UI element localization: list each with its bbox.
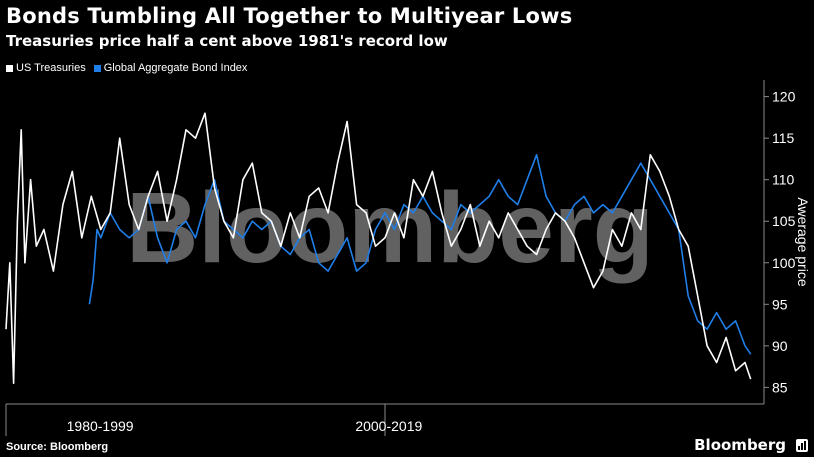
legend-label-global: Global Aggregate Bond Index <box>103 62 248 74</box>
watermark: Bloomberg <box>126 172 654 284</box>
y-tick-label: 105 <box>772 213 796 229</box>
legend-swatch-global <box>93 64 101 72</box>
y-axis-label: Awerage price <box>795 197 811 286</box>
tick-layer: 85 90 95 100 105 110 115 120 1980-1999 2000-2019 <box>5 89 796 436</box>
legend: US Treasuries Global Aggregate Bond Inde… <box>6 62 247 74</box>
legend-item-global: Global Aggregate Bond Index <box>93 62 248 74</box>
chart-subtitle: Treasuries price half a cent above 1981'… <box>6 32 448 50</box>
series-layer <box>5 112 752 385</box>
brand-logo: Bloomberg <box>694 436 786 454</box>
y-tick-label: 115 <box>772 130 795 146</box>
legend-swatch-treasuries <box>6 64 13 72</box>
series-line-global-aggregate <box>88 154 752 355</box>
x-category-label: 2000-2019 <box>355 418 422 434</box>
legend-label-treasuries: US Treasuries <box>16 62 86 74</box>
y-tick-label: 110 <box>772 172 795 188</box>
y-tick-label: 120 <box>772 89 796 105</box>
chart-title: Bonds Tumbling All Together to Multiyear… <box>6 4 573 28</box>
series-line-treasuries <box>5 112 752 385</box>
y-tick-label: 85 <box>772 379 788 395</box>
y-tick-label: 95 <box>772 296 788 312</box>
bar-chart-icon <box>796 439 808 452</box>
source-note: Source: Bloomberg <box>6 441 109 453</box>
y-tick-label: 90 <box>772 338 788 354</box>
legend-item-treasuries: US Treasuries <box>6 62 86 74</box>
y-tick-label: 100 <box>772 255 796 271</box>
x-category-label: 1980-1999 <box>67 418 134 434</box>
